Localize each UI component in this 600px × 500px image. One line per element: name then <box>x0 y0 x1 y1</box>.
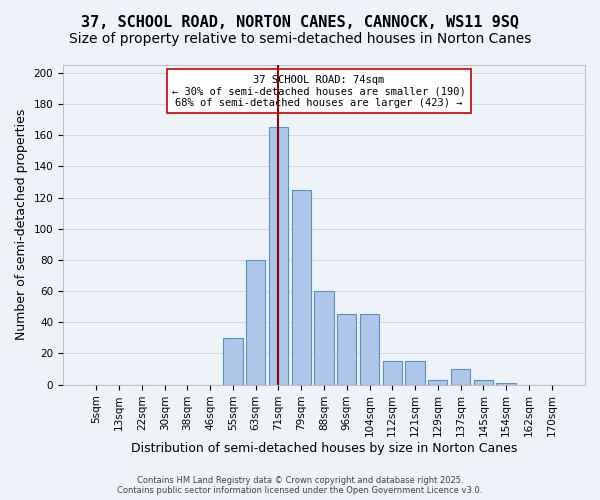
Bar <box>406 361 425 384</box>
Text: 37 SCHOOL ROAD: 74sqm
← 30% of semi-detached houses are smaller (190)
68% of sem: 37 SCHOOL ROAD: 74sqm ← 30% of semi-deta… <box>172 74 466 108</box>
Bar <box>383 361 402 384</box>
X-axis label: Distribution of semi-detached houses by size in Norton Canes: Distribution of semi-detached houses by … <box>131 442 517 455</box>
Text: 37, SCHOOL ROAD, NORTON CANES, CANNOCK, WS11 9SQ: 37, SCHOOL ROAD, NORTON CANES, CANNOCK, … <box>81 15 519 30</box>
Y-axis label: Number of semi-detached properties: Number of semi-detached properties <box>15 109 28 340</box>
Bar <box>496 383 516 384</box>
Text: Contains HM Land Registry data © Crown copyright and database right 2025.
Contai: Contains HM Land Registry data © Crown c… <box>118 476 482 495</box>
Bar <box>473 380 493 384</box>
Bar <box>246 260 265 384</box>
Bar <box>292 190 311 384</box>
Text: Size of property relative to semi-detached houses in Norton Canes: Size of property relative to semi-detach… <box>69 32 531 46</box>
Bar <box>314 291 334 384</box>
Bar <box>337 314 356 384</box>
Bar <box>269 128 288 384</box>
Bar <box>428 380 448 384</box>
Bar <box>451 369 470 384</box>
Bar <box>223 338 242 384</box>
Bar <box>360 314 379 384</box>
